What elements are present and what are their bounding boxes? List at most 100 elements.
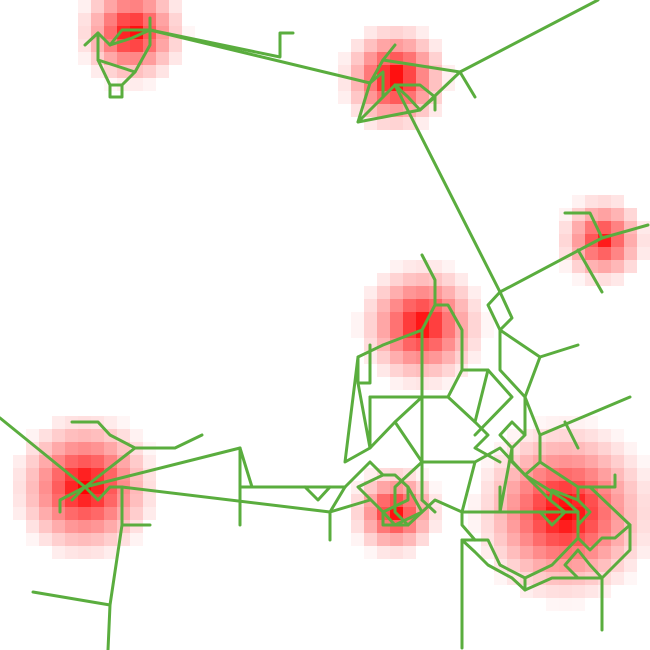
heat-cell: [403, 26, 416, 39]
heat-cell: [598, 507, 611, 520]
heat-cell: [585, 273, 598, 286]
heat-cell: [533, 468, 546, 481]
heat-cell: [104, 13, 117, 26]
network-path: [446, 395, 502, 464]
network-path: [563, 211, 650, 240]
heat-cell: [91, 507, 104, 520]
heat-cell: [169, 13, 182, 26]
heat-cell: [39, 533, 52, 546]
heat-cell: [442, 325, 455, 338]
heat-cell: [182, 26, 195, 39]
heat-cell: [377, 273, 390, 286]
heat-cell: [26, 494, 39, 507]
heat-cell: [364, 507, 377, 520]
heat-cell: [637, 468, 650, 481]
heat-cell: [143, 52, 156, 65]
heat-cell: [507, 520, 520, 533]
heat-cell: [559, 598, 572, 611]
heat-cell: [559, 221, 572, 234]
heat-cell: [416, 65, 429, 78]
heat-cell: [351, 533, 364, 546]
heat-cell: [403, 546, 416, 559]
heat-cell: [637, 234, 650, 247]
heat-cell: [429, 481, 442, 494]
heat-cell: [403, 39, 416, 52]
heat-cell: [403, 286, 416, 299]
heat-cell: [13, 481, 26, 494]
network-path: [303, 485, 332, 502]
network-path: [588, 485, 632, 527]
network-path: [70, 420, 137, 450]
heat-cell: [598, 468, 611, 481]
heat-cell: [611, 208, 624, 221]
heat-cell: [52, 416, 65, 429]
heat-cell: [429, 52, 442, 65]
heat-cell: [468, 286, 481, 299]
heat-cell: [585, 494, 598, 507]
heat-cell: [442, 286, 455, 299]
heat-cell: [637, 546, 650, 559]
network-path: [328, 485, 347, 542]
heat-cell: [598, 559, 611, 572]
heat-cell: [468, 325, 481, 338]
heat-cell: [338, 78, 351, 91]
heat-cell: [624, 507, 637, 520]
heat-cell: [130, 533, 143, 546]
network-path: [120, 28, 152, 87]
heat-cell: [494, 520, 507, 533]
network-path: [106, 603, 112, 650]
heat-cell: [611, 429, 624, 442]
heat-cell: [520, 533, 533, 546]
heat-cell: [377, 494, 390, 507]
heat-cell: [546, 416, 559, 429]
heat-cell: [338, 91, 351, 104]
heat-cell: [39, 429, 52, 442]
heat-cell: [13, 494, 26, 507]
heat-cell: [364, 520, 377, 533]
heat-cell: [130, 494, 143, 507]
heat-cell: [598, 273, 611, 286]
heat-cell: [390, 325, 403, 338]
heat-cell: [429, 260, 442, 273]
heat-cell: [377, 481, 390, 494]
heat-cell: [351, 312, 364, 325]
heat-cell: [143, 0, 156, 13]
heat-cell: [104, 546, 117, 559]
heat-cell: [91, 429, 104, 442]
network-path: [393, 420, 632, 580]
heat-cell: [403, 312, 416, 325]
heat-cell: [637, 507, 650, 520]
heat-cell: [611, 247, 624, 260]
heat-cell: [585, 520, 598, 533]
heat-cell: [429, 520, 442, 533]
heat-cell: [598, 585, 611, 598]
heat-cell: [130, 39, 143, 52]
heat-cell: [520, 559, 533, 572]
heat-cell: [494, 572, 507, 585]
heat-cell: [13, 455, 26, 468]
network-path: [460, 368, 514, 437]
heat-cell: [637, 455, 650, 468]
heat-cell: [572, 455, 585, 468]
network-path: [538, 460, 617, 489]
heat-cell: [429, 377, 442, 390]
network-path: [498, 446, 514, 514]
heat-cell: [78, 429, 91, 442]
heat-cell: [429, 312, 442, 325]
heat-cell: [390, 26, 403, 39]
heat-cell: [52, 442, 65, 455]
heat-cell: [117, 13, 130, 26]
heat-cell: [377, 104, 390, 117]
heat-cell: [78, 26, 91, 39]
heat-cell: [585, 195, 598, 208]
heat-cell: [637, 247, 650, 260]
heat-cell: [416, 533, 429, 546]
network-path: [356, 381, 372, 450]
network-path: [238, 446, 254, 489]
heat-cell: [104, 507, 117, 520]
heat-cell: [416, 286, 429, 299]
heat-cell: [91, 455, 104, 468]
heat-cell: [468, 494, 481, 507]
